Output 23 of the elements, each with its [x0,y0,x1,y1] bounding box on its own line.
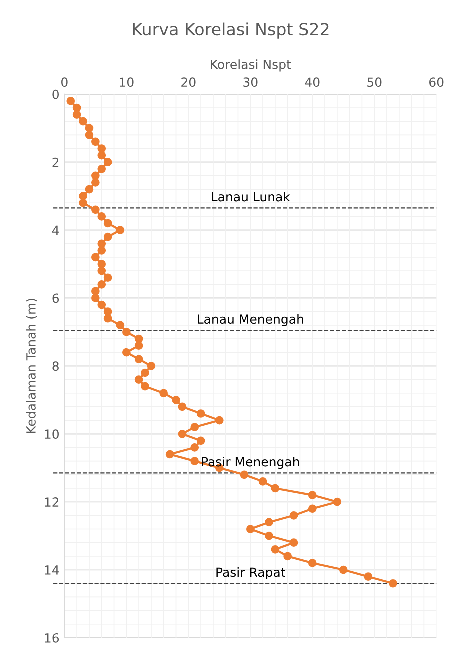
x-tick-label: 20 [182,78,196,88]
ref-line-label: Lanau Lunak [212,192,290,202]
ref-line-label: Pasir Rapat [216,567,286,580]
y-tick-label: 16 [45,633,60,643]
x-tick-label: 30 [244,78,258,88]
y-tick-label: 4 [52,226,60,236]
x-tick-label: 60 [430,78,444,88]
y-tick-label: 0 [52,90,59,100]
y-tick-label: 2 [52,158,59,168]
y-axis-title: Kedalaman Tanah (m) [26,299,38,434]
y-tick-label: 14 [45,566,60,575]
x-tick-label: 0 [62,78,68,88]
ref-line-label: Lanau Menengah [198,314,304,326]
x-tick-label: 50 [368,78,382,88]
x-axis-title: Korelasi Nspt [211,60,292,72]
y-tick-label: 6 [52,294,60,304]
chart-title: Kurva Korelasi Nspt S22 [133,22,329,39]
ref-line-label: Pasir Menengah [202,457,300,470]
x-tick-label: 40 [305,78,320,88]
y-tick-label: 10 [45,430,59,440]
y-tick-label: 12 [45,498,59,507]
y-tick-label: 8 [52,362,59,372]
x-tick-label: 10 [120,78,134,88]
